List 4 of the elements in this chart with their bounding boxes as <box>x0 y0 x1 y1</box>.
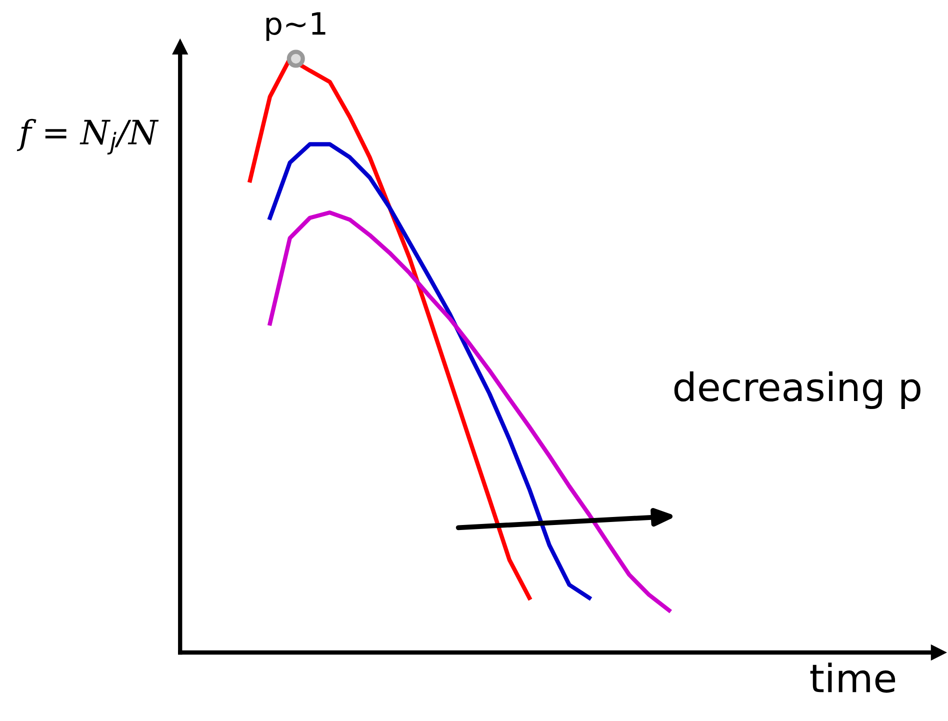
annotation: decreasing p <box>674 371 920 410</box>
text: p~1 <box>266 12 326 41</box>
x-axis-title: time <box>810 662 896 693</box>
y-axis-title: f = N$_{j}$/N <box>16 118 159 155</box>
